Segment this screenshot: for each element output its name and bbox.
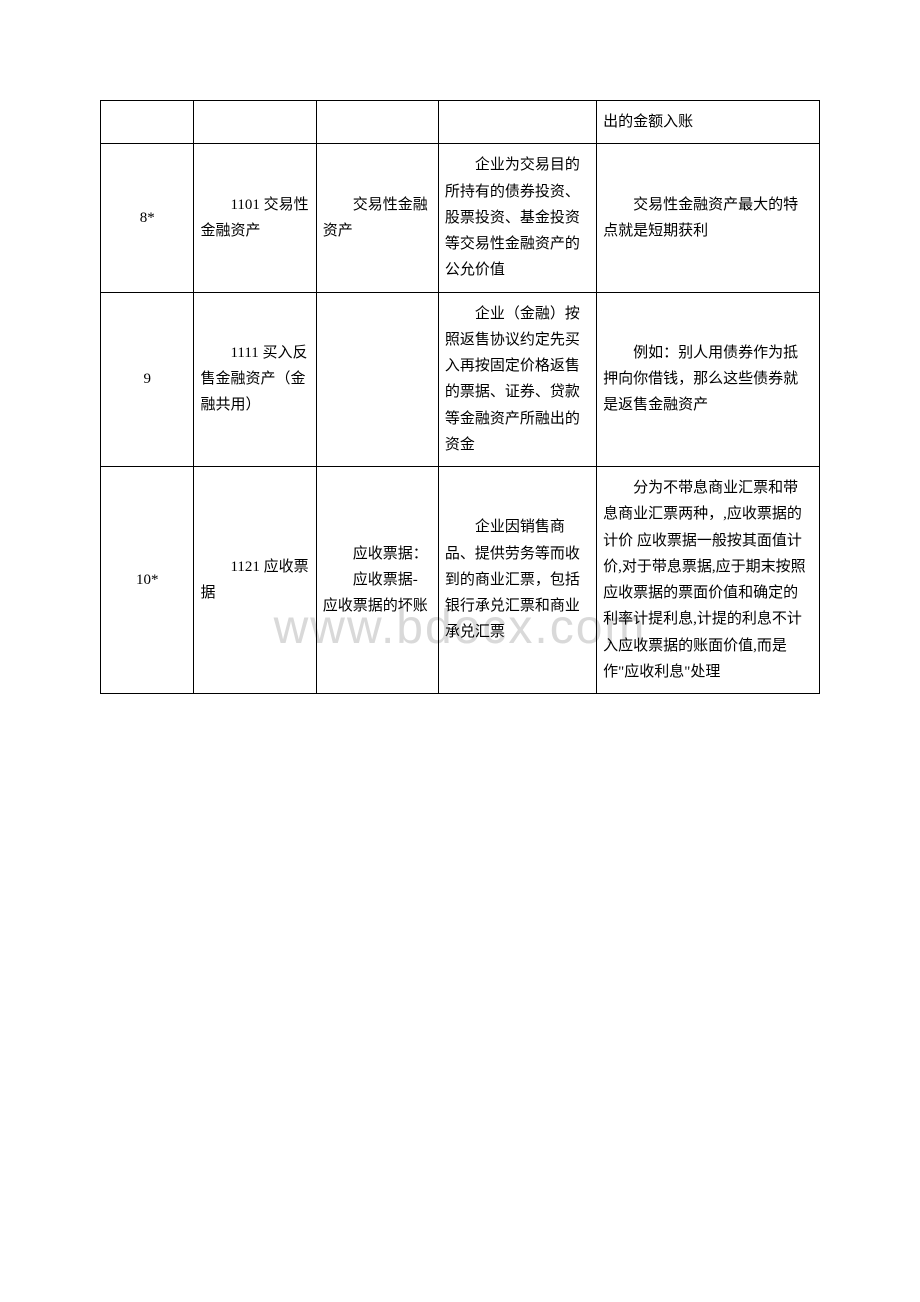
cell-desc: 企业（金融）按照返售协议约定先买入再按固定价格返售的票据、证券、贷款等金融资产所… <box>438 292 596 467</box>
cell-text: 企业（金融）按照返售协议约定先买入再按固定价格返售的票据、证券、贷款等金融资产所… <box>445 301 590 459</box>
table-row: 8* 1101 交易性金融资产 交易性金融资产 企业为交易目的所持有的债券投资、… <box>101 144 820 292</box>
cell-text: 企业为交易目的所持有的债券投资、股票投资、基金投资等交易性金融资产的公允价值 <box>445 152 590 283</box>
cell-desc <box>438 101 596 144</box>
table-row: 9 1111 买入反售金融资产（金融共用） 企业（金融）按照返售协议约定先买入再… <box>101 292 820 467</box>
cell-num <box>101 101 194 144</box>
cell-name: 应收票据： 应收票据-应收票据的坏账 <box>316 467 438 694</box>
cell-text: 8* <box>140 210 155 226</box>
cell-text: 1111 买入反售金融资产（金融共用） <box>200 340 309 419</box>
cell-desc: 企业为交易目的所持有的债券投资、股票投资、基金投资等交易性金融资产的公允价值 <box>438 144 596 292</box>
cell-name <box>316 292 438 467</box>
table-row: 10* 1121 应收票据 应收票据： 应收票据-应收票据的坏账 企业因销售商品… <box>101 467 820 694</box>
cell-note: 出的金额入账 <box>597 101 820 144</box>
accounting-table: 出的金额入账 8* 1101 交易性金融资产 交易性金融资产 企业为交易目的所持… <box>100 100 820 694</box>
cell-text: 交易性金融资产 <box>323 192 432 245</box>
cell-code: 1111 买入反售金融资产（金融共用） <box>194 292 316 467</box>
cell-num: 10* <box>101 467 194 694</box>
cell-text: 出的金额入账 <box>603 109 813 135</box>
cell-text: 10* <box>136 572 159 588</box>
cell-text: 1101 交易性金融资产 <box>200 192 309 245</box>
cell-num: 8* <box>101 144 194 292</box>
cell-code: 1121 应收票据 <box>194 467 316 694</box>
cell-note: 例如：别人用债券作为抵押向你借钱，那么这些债券就是返售金融资产 <box>597 292 820 467</box>
cell-text: 例如：别人用债券作为抵押向你借钱，那么这些债券就是返售金融资产 <box>603 340 813 419</box>
cell-text: 企业因销售商品、提供劳务等而收到的商业汇票，包括银行承兑汇票和商业承兑汇票 <box>445 514 590 645</box>
table-row: 出的金额入账 <box>101 101 820 144</box>
cell-text-line: 应收票据-应收票据的坏账 <box>323 567 432 620</box>
cell-code: 1101 交易性金融资产 <box>194 144 316 292</box>
cell-num: 9 <box>101 292 194 467</box>
cell-text: 1121 应收票据 <box>200 554 309 607</box>
cell-desc: 企业因销售商品、提供劳务等而收到的商业汇票，包括银行承兑汇票和商业承兑汇票 <box>438 467 596 694</box>
cell-note: 交易性金融资产最大的特点就是短期获利 <box>597 144 820 292</box>
cell-text: 9 <box>143 371 151 387</box>
cell-text-line: 应收票据： <box>323 541 432 567</box>
cell-text: 交易性金融资产最大的特点就是短期获利 <box>603 192 813 245</box>
cell-code <box>194 101 316 144</box>
cell-note: 分为不带息商业汇票和带息商业汇票两种，,应收票据的计价 应收票据一般按其面值计价… <box>597 467 820 694</box>
cell-name: 交易性金融资产 <box>316 144 438 292</box>
cell-text: 分为不带息商业汇票和带息商业汇票两种，,应收票据的计价 应收票据一般按其面值计价… <box>603 475 813 685</box>
cell-name <box>316 101 438 144</box>
